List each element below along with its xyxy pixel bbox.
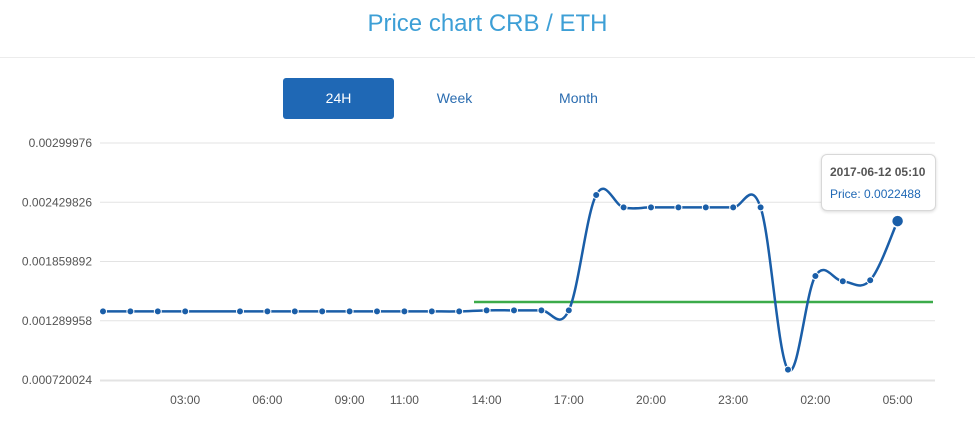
y-tick-label: 0.001289958 xyxy=(22,314,92,328)
x-tick-label: 03:00 xyxy=(170,393,200,407)
tooltip-price-value: 0.0022488 xyxy=(864,187,921,201)
data-point xyxy=(647,203,655,212)
data-point xyxy=(263,307,272,316)
page-title: Price chart CRB / ETH xyxy=(367,10,608,37)
tab-week[interactable]: Week xyxy=(436,90,473,106)
data-point xyxy=(318,307,327,316)
x-tick-label: 14:00 xyxy=(472,393,502,407)
data-point xyxy=(482,306,491,315)
price-series-line xyxy=(103,187,899,372)
data-point xyxy=(564,306,573,315)
period-tabs: 24H Week Month xyxy=(0,78,975,119)
x-tick-label: 11:00 xyxy=(390,393,419,407)
price-tooltip: 2017-06-12 05:10 Price: 0.0022488 xyxy=(821,154,936,211)
y-tick-label: 0.002429826 xyxy=(22,195,92,209)
data-point xyxy=(701,203,710,212)
x-tick-label: 05:00 xyxy=(883,393,913,407)
data-point xyxy=(838,277,847,286)
data-point xyxy=(181,307,190,316)
data-point xyxy=(811,272,820,281)
data-point xyxy=(784,365,792,374)
chart-header: Price chart CRB / ETH xyxy=(0,0,975,58)
tooltip-price: Price: 0.0022488 xyxy=(830,187,921,201)
data-point xyxy=(236,307,244,316)
y-tick-label: 0.001859892 xyxy=(22,255,92,269)
data-point xyxy=(373,307,381,316)
data-point xyxy=(99,307,107,316)
tab-24h[interactable]: 24H xyxy=(283,78,394,119)
x-tick-label: 02:00 xyxy=(800,393,830,407)
data-point xyxy=(153,307,162,316)
x-tick-label: 09:00 xyxy=(335,393,365,407)
data-point xyxy=(537,306,546,315)
data-point xyxy=(455,307,464,316)
tooltip-price-label: Price: xyxy=(830,187,861,201)
x-tick-label: 06:00 xyxy=(252,393,282,407)
y-tick-label: 0.000720024 xyxy=(22,373,92,387)
data-point xyxy=(290,307,299,316)
data-point xyxy=(126,307,135,316)
x-tick-label: 20:00 xyxy=(636,393,666,407)
x-tick-label: 17:00 xyxy=(554,393,584,407)
tab-month[interactable]: Month xyxy=(559,90,598,106)
data-point xyxy=(400,307,409,316)
data-point xyxy=(756,203,765,212)
data-point xyxy=(345,307,354,316)
data-point xyxy=(510,306,518,315)
data-point xyxy=(427,307,436,316)
data-point xyxy=(592,190,601,199)
data-point xyxy=(619,203,628,212)
x-tick-label: 23:00 xyxy=(718,393,748,407)
tooltip-date: 2017-06-12 05:10 xyxy=(830,165,926,179)
data-point xyxy=(674,203,683,212)
highlighted-point xyxy=(890,214,905,228)
y-tick-label: 0.00299976 xyxy=(29,136,93,150)
data-point xyxy=(729,203,738,212)
data-point xyxy=(866,276,875,285)
